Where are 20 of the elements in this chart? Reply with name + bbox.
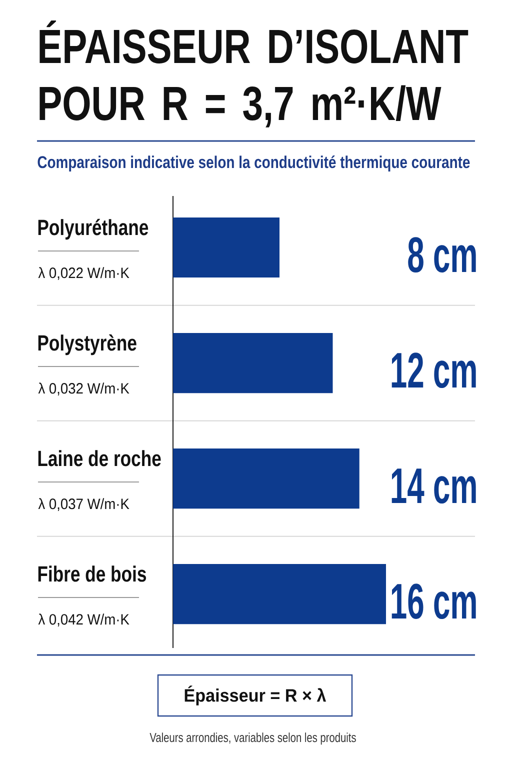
text: λ 0,042 W/m·K xyxy=(38,614,130,626)
bar xyxy=(172,333,333,394)
chart-title: ÉPAISSEUR D’ISOLANT POUR R = 3,7 m²·K/W xyxy=(40,20,468,128)
y-tick-label: Fibre de bois xyxy=(38,566,146,582)
text: λ 0,037 W/m·K xyxy=(38,498,130,511)
text: λ 0,022 W/m·K xyxy=(38,267,130,280)
bar xyxy=(172,217,280,278)
data-label: 8 cm xyxy=(408,237,476,273)
y-tick-label: Polystyrène xyxy=(38,334,136,356)
text: Épaisseur = R × λ xyxy=(184,686,326,706)
bar xyxy=(172,564,386,624)
chart-subtitle: Comparaison indicative selon la conductivité thermique courante xyxy=(38,156,470,172)
y-tick-label: Polyuréthane xyxy=(38,218,148,240)
y-tick-label: Laine de roche xyxy=(38,450,161,466)
text: Valeurs arrondies, variables selon les produits xyxy=(150,732,356,745)
data-label: 16 cm xyxy=(392,584,476,620)
text: λ 0,032 W/m·K xyxy=(38,382,130,396)
bar xyxy=(172,448,360,509)
data-label: 12 cm xyxy=(392,352,476,388)
data-label: 14 cm xyxy=(392,468,476,504)
